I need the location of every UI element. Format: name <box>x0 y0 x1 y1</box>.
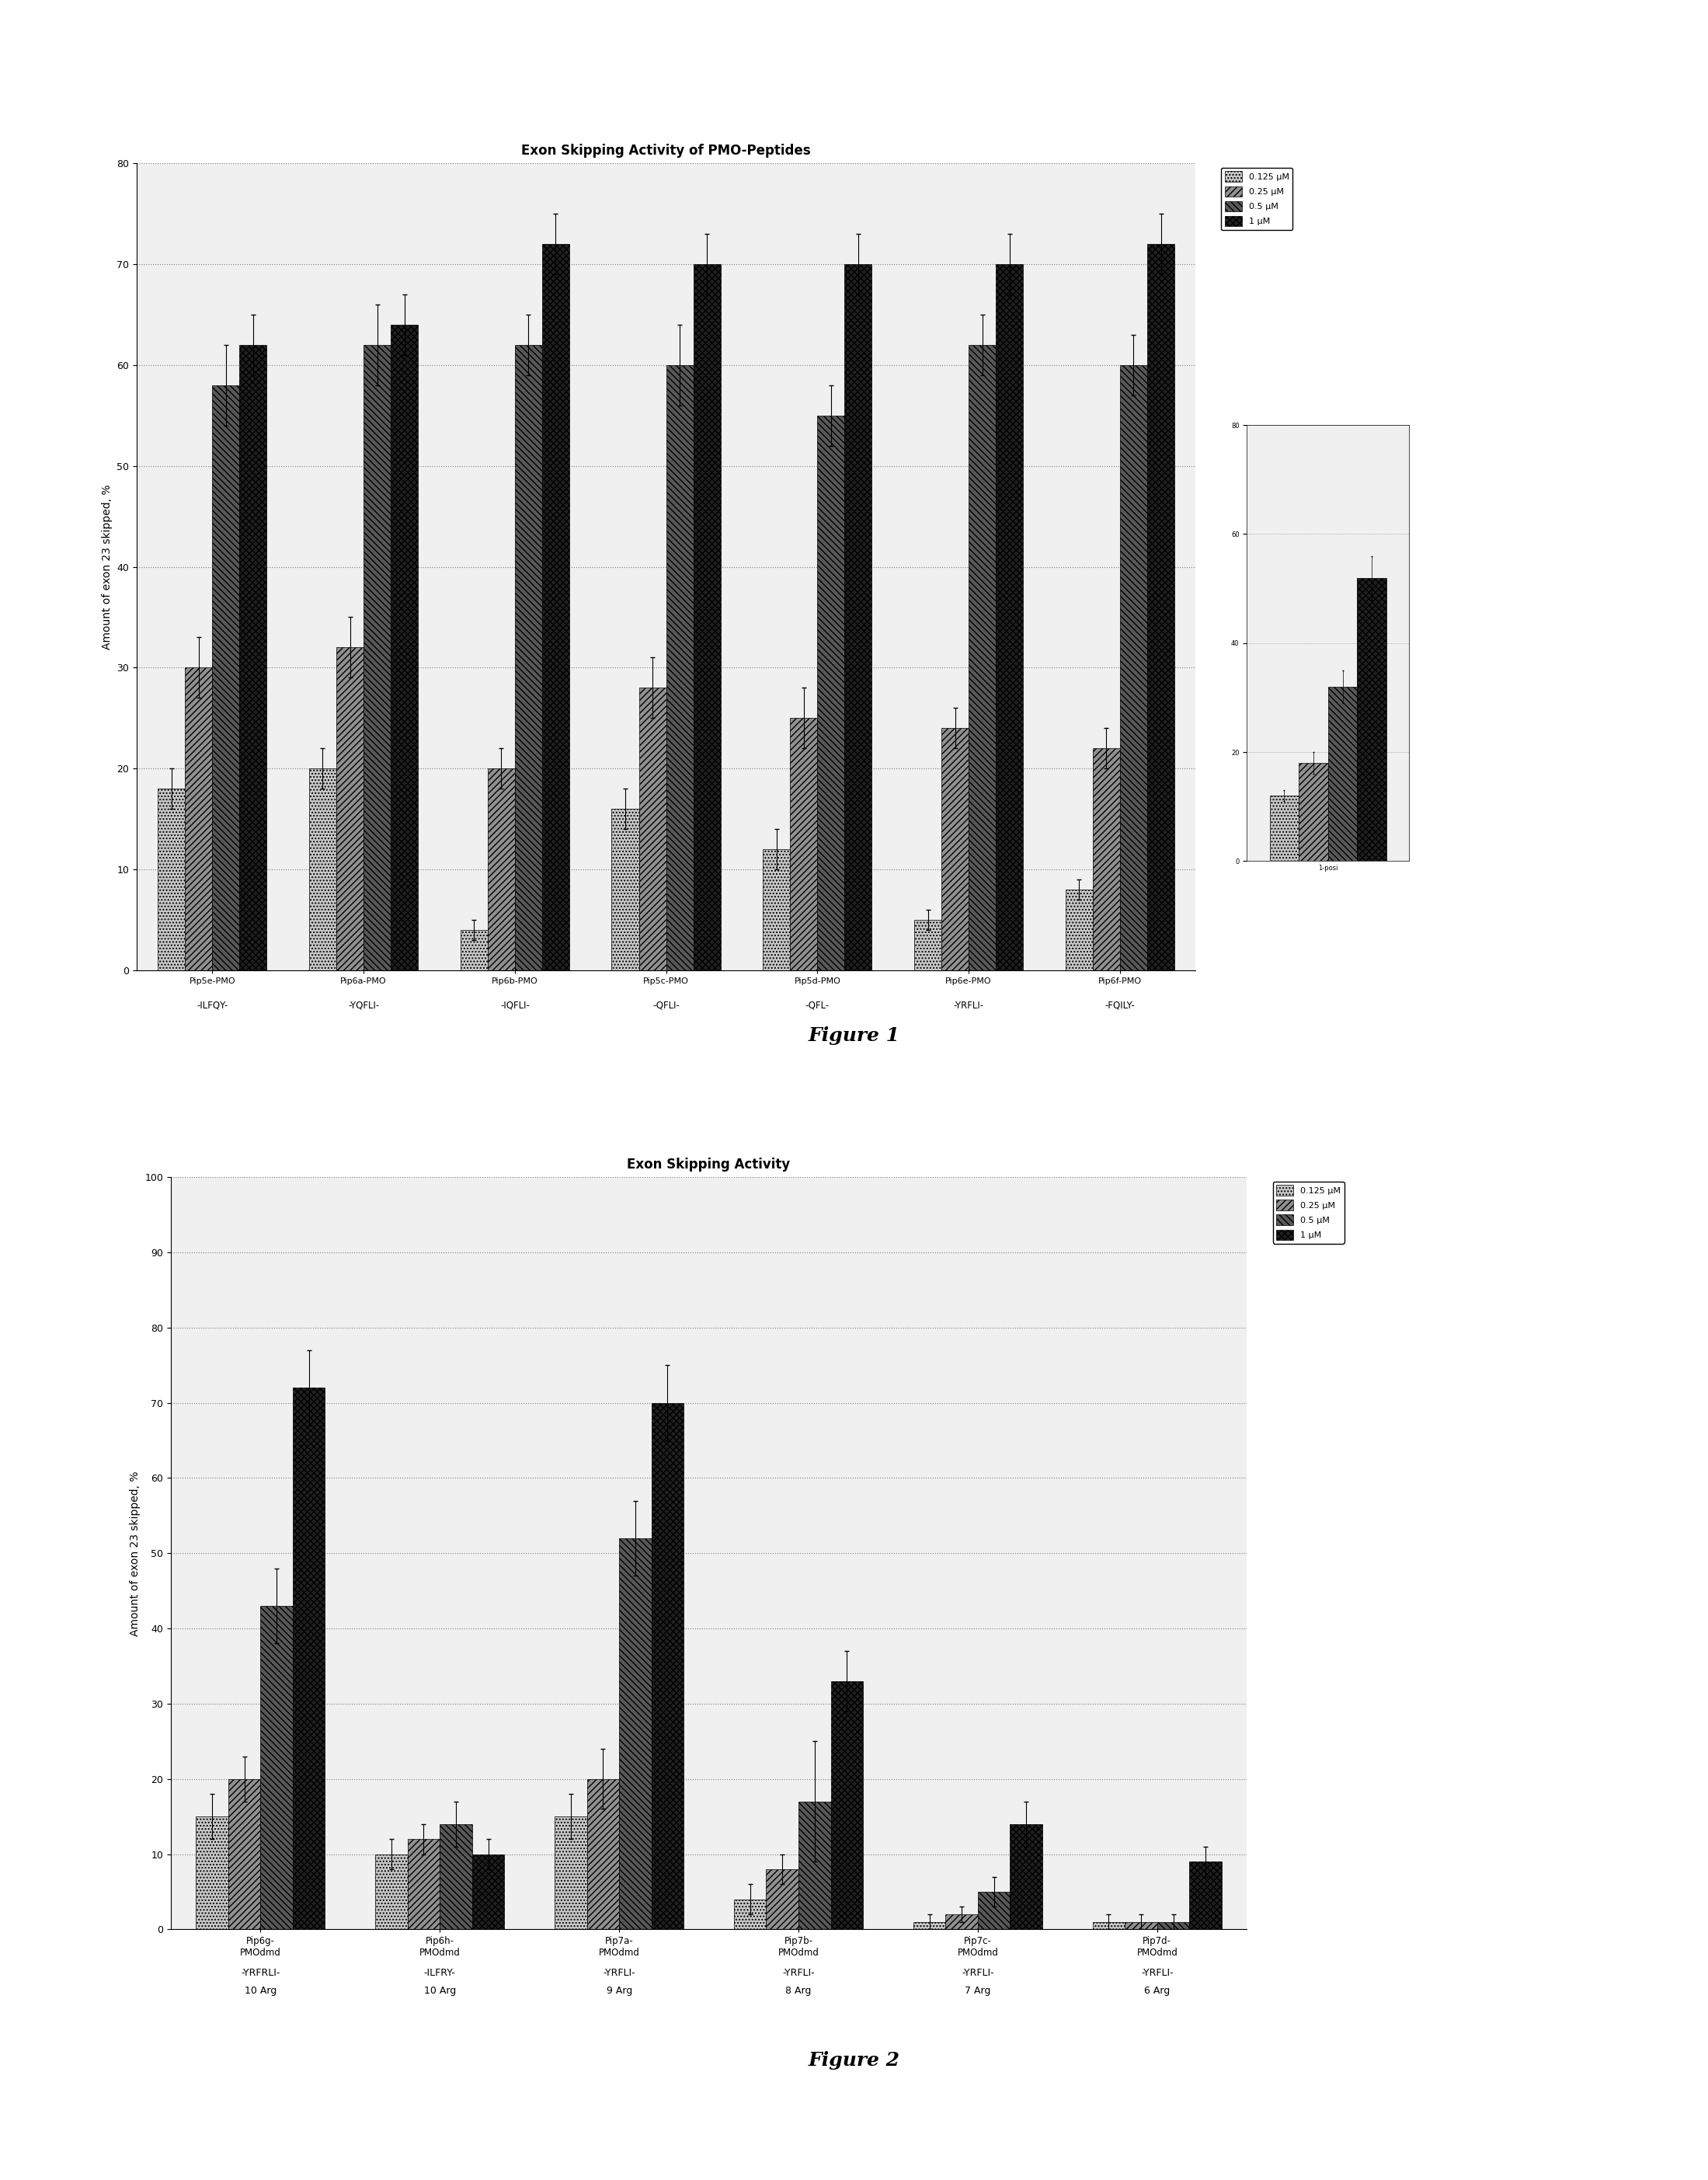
Text: Figure 1: Figure 1 <box>808 1027 900 1044</box>
Text: 9 Arg: 9 Arg <box>606 1986 632 1995</box>
Bar <box>1298 763 1327 861</box>
Bar <box>588 1779 618 1929</box>
Legend: 0.125 μM, 0.25 μM, 0.5 μM, 1 μM: 0.125 μM, 0.25 μM, 0.5 μM, 1 μM <box>1221 168 1293 229</box>
Title: Exon Skipping Activity: Exon Skipping Activity <box>627 1158 791 1171</box>
Bar <box>1269 796 1298 861</box>
Bar <box>487 767 514 970</box>
Bar <box>1009 1825 1042 1929</box>
Bar <box>791 717 818 970</box>
Title: Exon Skipping Activity of PMO-Peptides: Exon Skipping Activity of PMO-Peptides <box>521 144 811 157</box>
Bar <box>309 767 336 970</box>
Text: 6 Arg: 6 Arg <box>1144 1986 1170 1995</box>
Legend: 0.125 μM, 0.25 μM, 0.5 μM, 1 μM: 0.125 μM, 0.25 μM, 0.5 μM, 1 μM <box>1272 1182 1344 1243</box>
Bar <box>391 325 418 970</box>
Text: -ILFQY-: -ILFQY- <box>196 1001 227 1009</box>
Bar <box>439 1825 471 1929</box>
Bar <box>212 386 239 970</box>
Bar <box>1189 1862 1221 1929</box>
Bar <box>830 1681 863 1929</box>
Bar <box>229 1779 260 1929</box>
Bar <box>651 1404 683 1929</box>
Bar <box>693 264 721 970</box>
Bar <box>1093 1923 1126 1929</box>
Bar <box>763 848 791 970</box>
Text: -QFL-: -QFL- <box>804 1001 830 1009</box>
Bar <box>767 1868 798 1929</box>
Text: 10 Arg: 10 Arg <box>424 1986 456 1995</box>
Text: -YRFRLI-: -YRFRLI- <box>241 1969 280 1977</box>
Y-axis label: Amount of exon 23 skipped, %: Amount of exon 23 skipped, % <box>130 1472 140 1635</box>
Bar <box>845 264 871 970</box>
Bar <box>798 1801 830 1929</box>
Bar <box>666 364 693 970</box>
Bar <box>157 789 184 970</box>
Bar <box>996 264 1023 970</box>
Bar <box>336 647 364 970</box>
Text: -ILFRY-: -ILFRY- <box>424 1969 456 1977</box>
Text: -YRFLI-: -YRFLI- <box>962 1969 994 1977</box>
Text: Figure 2: Figure 2 <box>808 2051 900 2069</box>
Bar <box>555 1816 588 1929</box>
Bar <box>941 728 968 970</box>
Bar <box>1358 578 1387 861</box>
Bar <box>968 344 996 970</box>
Bar <box>977 1892 1009 1929</box>
Text: 10 Arg: 10 Arg <box>244 1986 277 1995</box>
Text: -YRFLI-: -YRFLI- <box>1141 1969 1173 1977</box>
Text: -YRFLI-: -YRFLI- <box>782 1969 815 1977</box>
Bar <box>914 920 941 970</box>
Y-axis label: Amount of exon 23 skipped, %: Amount of exon 23 skipped, % <box>101 484 113 650</box>
Text: -QFLI-: -QFLI- <box>652 1001 680 1009</box>
Bar <box>461 929 487 970</box>
Bar <box>734 1899 767 1929</box>
Bar <box>1120 364 1148 970</box>
Text: -YRFLI-: -YRFLI- <box>603 1969 635 1977</box>
Bar <box>1066 889 1093 970</box>
Bar <box>1327 687 1358 861</box>
Bar <box>376 1853 408 1929</box>
Bar <box>260 1607 292 1929</box>
Bar <box>1126 1923 1156 1929</box>
Bar <box>239 344 266 970</box>
Bar <box>514 344 541 970</box>
Text: 7 Arg: 7 Arg <box>965 1986 991 1995</box>
Text: -YRFLI-: -YRFLI- <box>953 1001 984 1009</box>
Text: -YQFLI-: -YQFLI- <box>348 1001 379 1009</box>
Bar <box>408 1840 439 1929</box>
Bar <box>946 1914 977 1929</box>
Bar <box>196 1816 229 1929</box>
Bar <box>1156 1923 1189 1929</box>
Bar <box>471 1853 504 1929</box>
Bar <box>541 244 569 970</box>
Bar <box>184 667 212 970</box>
Bar <box>818 416 845 970</box>
Bar <box>1148 244 1175 970</box>
Bar <box>611 809 639 970</box>
Bar <box>618 1539 651 1929</box>
Bar <box>292 1389 325 1929</box>
Bar <box>914 1923 946 1929</box>
Text: 8 Arg: 8 Arg <box>786 1986 811 1995</box>
Text: -FQILY-: -FQILY- <box>1105 1001 1136 1009</box>
Text: -IQFLI-: -IQFLI- <box>500 1001 529 1009</box>
Bar <box>364 344 391 970</box>
Bar <box>639 687 666 970</box>
Bar <box>1093 748 1120 970</box>
